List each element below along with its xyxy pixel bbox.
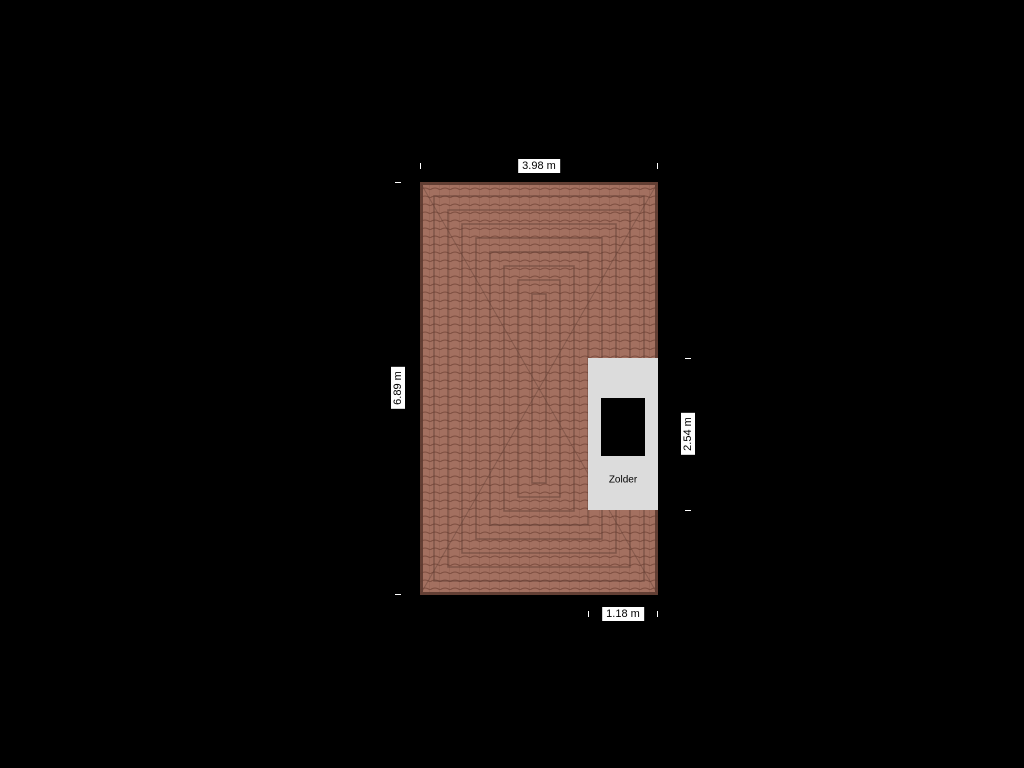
dimension-tick xyxy=(657,611,658,617)
dimension-tick xyxy=(685,358,691,359)
dimension-tick xyxy=(588,611,589,617)
dimension-right: 2.54 m xyxy=(681,413,695,455)
dimension-tick xyxy=(395,594,401,595)
zolder-opening xyxy=(601,398,645,456)
dimension-left: 6.89 m xyxy=(391,367,405,409)
dimension-tick xyxy=(395,182,401,183)
dimension-bottom: 1.18 m xyxy=(602,607,644,621)
dimension-top: 3.98 m xyxy=(518,159,560,173)
dimension-tick xyxy=(420,163,421,169)
zolder-label: Zolder xyxy=(609,475,637,486)
dimension-tick xyxy=(657,163,658,169)
dimension-tick xyxy=(685,510,691,511)
floor-plan-canvas: Zolder 3.98 m 6.89 m 2.54 m 1.18 m xyxy=(0,0,1024,768)
